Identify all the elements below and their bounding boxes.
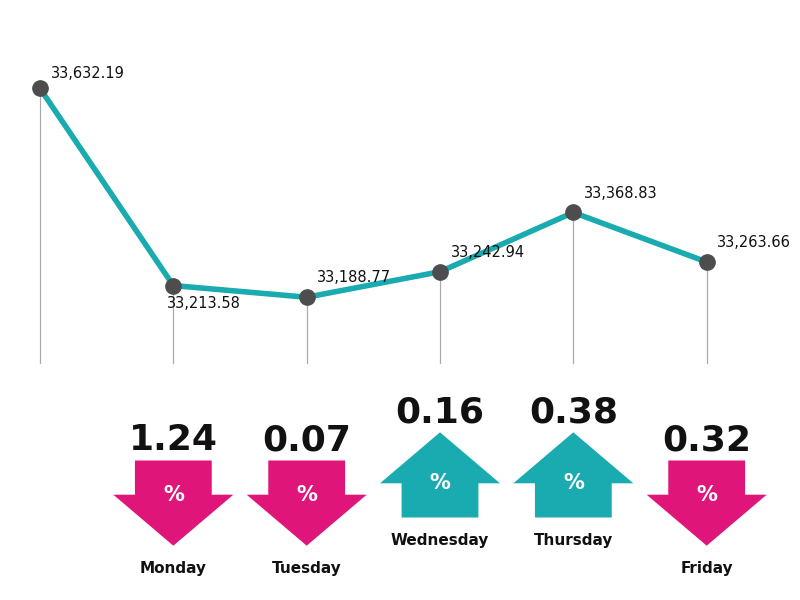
Text: 0.32: 0.32 — [662, 424, 751, 457]
Text: 33,632.19: 33,632.19 — [50, 67, 125, 82]
Text: 33,188.77: 33,188.77 — [318, 271, 391, 286]
Text: Thursday: Thursday — [534, 533, 613, 547]
Text: 33,213.58: 33,213.58 — [166, 296, 241, 311]
Text: 0.38: 0.38 — [529, 395, 618, 430]
Text: Friday: Friday — [680, 560, 733, 576]
Text: %: % — [696, 485, 717, 505]
Text: Tuesday: Tuesday — [272, 560, 342, 576]
Text: 0.16: 0.16 — [395, 395, 485, 430]
Text: 33,242.94: 33,242.94 — [450, 245, 525, 260]
Text: 1.24: 1.24 — [129, 424, 218, 457]
Text: 0.07: 0.07 — [262, 424, 351, 457]
Text: %: % — [296, 485, 317, 505]
Text: Monday: Monday — [140, 560, 207, 576]
Text: 33,368.83: 33,368.83 — [584, 185, 658, 200]
Text: Wednesday: Wednesday — [391, 533, 489, 547]
Text: %: % — [563, 473, 584, 493]
Text: 33,263.66: 33,263.66 — [718, 235, 791, 250]
Text: %: % — [163, 485, 184, 505]
Text: %: % — [430, 473, 450, 493]
